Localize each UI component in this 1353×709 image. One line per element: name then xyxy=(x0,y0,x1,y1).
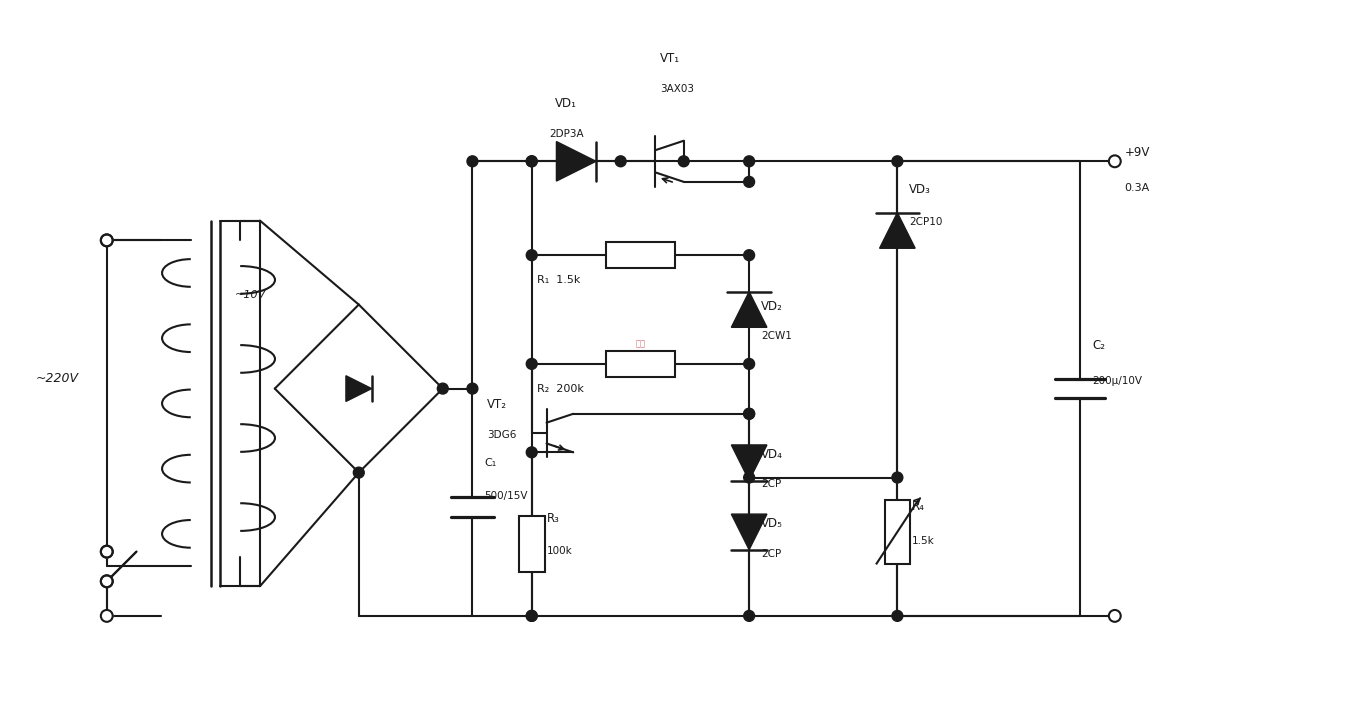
Polygon shape xyxy=(556,142,595,181)
Circle shape xyxy=(526,250,537,261)
Circle shape xyxy=(744,359,755,369)
Text: 3DG6: 3DG6 xyxy=(487,430,517,440)
Text: ~220V: ~220V xyxy=(37,372,78,385)
Circle shape xyxy=(892,610,902,621)
Text: C₂: C₂ xyxy=(1092,339,1105,352)
Circle shape xyxy=(467,156,478,167)
Circle shape xyxy=(101,235,112,246)
Text: VT₂: VT₂ xyxy=(487,398,507,411)
Circle shape xyxy=(1109,155,1120,167)
Circle shape xyxy=(101,576,112,587)
Circle shape xyxy=(744,177,755,187)
Polygon shape xyxy=(879,213,915,248)
Circle shape xyxy=(526,156,537,167)
Bar xyxy=(606,242,675,268)
Circle shape xyxy=(526,156,537,167)
Text: 500/15V: 500/15V xyxy=(484,491,528,501)
Circle shape xyxy=(437,383,448,394)
Circle shape xyxy=(744,250,755,261)
Text: VD₃: VD₃ xyxy=(909,183,931,196)
Text: 2CP: 2CP xyxy=(760,549,781,559)
Circle shape xyxy=(526,359,537,369)
Circle shape xyxy=(744,156,755,167)
Text: 100k: 100k xyxy=(547,546,572,556)
Text: 电源: 电源 xyxy=(636,339,645,348)
Text: VD₅: VD₅ xyxy=(760,517,783,530)
Text: 200μ/10V: 200μ/10V xyxy=(1092,376,1142,386)
Text: 2CW1: 2CW1 xyxy=(760,331,792,341)
Circle shape xyxy=(744,472,755,483)
Polygon shape xyxy=(732,445,767,481)
Circle shape xyxy=(744,610,755,621)
Circle shape xyxy=(526,447,537,458)
Text: R₁  1.5k: R₁ 1.5k xyxy=(537,275,580,285)
Circle shape xyxy=(101,546,112,557)
Text: +9V: +9V xyxy=(1124,146,1150,160)
Text: R₄: R₄ xyxy=(912,500,925,513)
Circle shape xyxy=(353,467,364,478)
Circle shape xyxy=(744,408,755,419)
Circle shape xyxy=(526,610,537,621)
Polygon shape xyxy=(732,291,767,328)
Circle shape xyxy=(101,610,112,622)
Text: VD₄: VD₄ xyxy=(760,448,783,461)
Circle shape xyxy=(678,156,689,167)
Circle shape xyxy=(101,546,112,557)
Text: VD₂: VD₂ xyxy=(760,299,783,313)
Text: 3AX03: 3AX03 xyxy=(660,84,694,94)
Text: R₂  200k: R₂ 200k xyxy=(537,384,583,393)
Text: 1.5k: 1.5k xyxy=(912,536,935,546)
Circle shape xyxy=(467,383,478,394)
Text: 0.3A: 0.3A xyxy=(1124,183,1150,193)
Text: VD₁: VD₁ xyxy=(555,97,578,110)
Circle shape xyxy=(1109,610,1120,622)
Circle shape xyxy=(616,156,626,167)
Bar xyxy=(606,351,675,376)
Text: VT₁: VT₁ xyxy=(660,52,681,65)
Circle shape xyxy=(892,472,902,483)
Circle shape xyxy=(101,576,112,587)
Circle shape xyxy=(892,156,902,167)
Bar xyxy=(885,501,911,564)
Polygon shape xyxy=(346,376,372,401)
Text: R₃: R₃ xyxy=(547,513,559,525)
Text: 2DP3A: 2DP3A xyxy=(549,128,583,138)
Text: ~10V: ~10V xyxy=(234,290,265,300)
Text: C₁: C₁ xyxy=(484,458,497,468)
Circle shape xyxy=(744,408,755,419)
Text: 2CP: 2CP xyxy=(760,479,781,489)
Polygon shape xyxy=(732,514,767,549)
Circle shape xyxy=(101,235,112,246)
Text: 2CP10: 2CP10 xyxy=(909,216,943,227)
Circle shape xyxy=(526,610,537,621)
Bar xyxy=(518,516,544,571)
